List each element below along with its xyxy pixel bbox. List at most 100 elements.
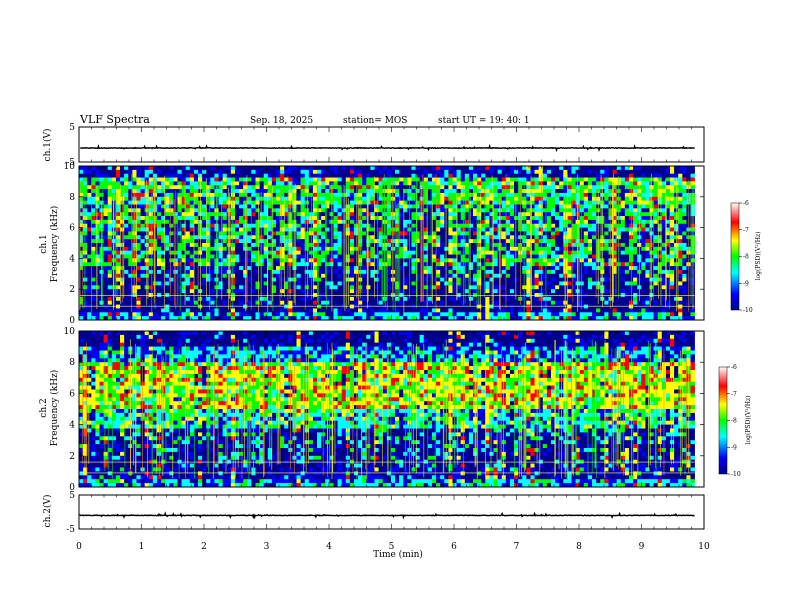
ch1-spectrogram-cell (132, 316, 137, 321)
ch1-spectrogram-cell (423, 227, 429, 232)
ch1-spectrogram-cell (83, 300, 88, 305)
ch1-spectrogram-cell (579, 166, 605, 171)
ch2-spectrogram-cell (206, 338, 211, 343)
ch2-spectrogram-cell (411, 331, 449, 336)
ch1-spectrogram-cell (571, 246, 576, 251)
ch1-spectrogram-cell (156, 312, 162, 317)
ch1-spectrogram-cell (665, 212, 671, 217)
ch1-spectrogram-cell (505, 246, 511, 251)
ch1-spectrogram-cell (284, 231, 289, 236)
ch1-spectrogram-cell (169, 304, 199, 309)
ch1-spectrogram-cell (140, 243, 145, 248)
ch1-spectrogram-cell (563, 181, 576, 186)
ch1-spectrogram-cell (95, 285, 100, 290)
ch1-spectrogram-cell (481, 227, 486, 232)
ch1-spectrogram-cell (222, 254, 228, 259)
ch1-spectrogram-cell (304, 200, 310, 205)
ch1-spectrogram-cell (386, 185, 392, 190)
ch1-spectrogram-cell (550, 262, 556, 267)
ch1-spectrogram-cell (296, 204, 301, 209)
ch1-spectrogram-cell (624, 196, 630, 201)
ch1-spectrogram-cell (95, 250, 100, 255)
ch1-spectrogram-cell (99, 289, 113, 294)
ch1-spectrogram-cell (473, 185, 478, 190)
ch1-spectrogram-cell (686, 277, 695, 282)
ch1-spectrogram-cell (99, 169, 117, 174)
ch2-spectrogram-cell (427, 342, 433, 347)
ch1-spectrogram-cell (230, 316, 236, 321)
ch1-spectrogram-cell (177, 273, 182, 278)
ch1-spectrogram-cell (218, 196, 228, 201)
ch1-spectrogram-cell (587, 227, 597, 232)
ch1-spectrogram-cell (148, 262, 154, 267)
ch1-spectrogram-cell (124, 316, 129, 321)
ch1-spectrogram-cell (173, 312, 178, 317)
ch1-spectrogram-cell (325, 200, 330, 205)
ch1-spectrogram-cell (579, 312, 593, 317)
ch1-spectrogram-cell (115, 216, 121, 221)
ch1-spectrogram-cell (526, 177, 531, 182)
ch1-spectrogram-cell (321, 235, 326, 240)
ch1-spectrogram-cell (345, 181, 355, 186)
ch1-spectrogram-cell (165, 200, 170, 205)
ch1-spectrogram-cell (444, 277, 449, 282)
ch1-spectrogram-cell (333, 262, 338, 267)
ch1-spectrogram-cell (526, 169, 531, 174)
ch1-spectrogram-cell (189, 235, 195, 240)
ch1-spectrogram-cell (321, 173, 355, 178)
ch1-spectrogram-cell (115, 312, 121, 317)
ch1-spectrogram-cell (214, 312, 219, 317)
ch1-spectrogram-cell (374, 227, 379, 232)
ch1-spectrogram-cell (436, 258, 441, 263)
ch1-spectrogram-cell (670, 243, 675, 248)
ch1-spectrogram-cell (300, 227, 306, 232)
ch2-spectrogram-cell (292, 334, 297, 340)
ch1-spectrogram-cell (628, 312, 638, 317)
ch1-spectrogram-cell (87, 223, 92, 228)
ch2-spectrogram-cell (579, 342, 589, 347)
ch1-spectrogram-cell (674, 177, 683, 182)
ch2-spectrogram-cell (690, 331, 695, 336)
ch1-spectrogram-cell (460, 273, 466, 278)
ch1-spectrogram-cell (456, 316, 461, 321)
ch1-spectrogram-cell (493, 246, 498, 251)
ch1-spectrogram-cell (571, 312, 576, 317)
ch2-spectrogram-cell (296, 334, 301, 340)
ch1-spectrogram-cell (514, 196, 519, 201)
ch1-spectrogram-cell (374, 196, 379, 201)
ch2-spectrogram-cell (423, 342, 429, 347)
ch1-spectrogram-cell (452, 312, 457, 317)
ch1-spectrogram-cell (189, 243, 195, 248)
ch1-spectrogram-cell (538, 216, 544, 221)
ch1-spectrogram-cell (538, 181, 544, 186)
ch1-spectrogram-cell (169, 200, 174, 205)
ch1-spectrogram-cell (440, 250, 449, 255)
ch1-spectrogram-cell (678, 204, 683, 209)
ch1-spectrogram-cell (583, 204, 593, 209)
ch2-spectrogram-cell (452, 331, 457, 336)
ch1-spectrogram-cell (477, 277, 482, 282)
ch1-spectrogram-cell (637, 250, 646, 255)
ch1-spectrogram-cell (362, 216, 367, 221)
ch1-spectrogram-cell (538, 177, 544, 182)
ch1-spectrogram-cell (509, 185, 515, 190)
ch1-spectrogram-cell (378, 273, 383, 278)
ch1-spectrogram-cell (317, 316, 322, 321)
ch1-spectrogram-cell (366, 296, 384, 302)
ch1-spectrogram-cell (489, 296, 507, 302)
ch1-spectrogram-cell (431, 296, 437, 302)
ch1-spectrogram-cell (489, 281, 527, 286)
ch1-spectrogram-cell (477, 189, 482, 194)
ch1-spectrogram-cell (633, 196, 638, 201)
ch1-spectrogram-cell (489, 192, 494, 198)
ch1-spectrogram-cell (177, 254, 182, 259)
ch1-spectrogram-cell (148, 285, 154, 290)
ch2-spectrogram-cell (288, 338, 293, 343)
ch1-spectrogram-cell (247, 277, 252, 282)
ch1-spectrogram-cell (473, 266, 478, 271)
ch1-spectrogram-cell (185, 269, 191, 275)
ch1-spectrogram-cell (226, 312, 232, 317)
ch1-spectrogram-cell (136, 235, 141, 240)
ch1-spectrogram-cell (226, 262, 232, 267)
ch1-spectrogram-cell (99, 219, 109, 225)
